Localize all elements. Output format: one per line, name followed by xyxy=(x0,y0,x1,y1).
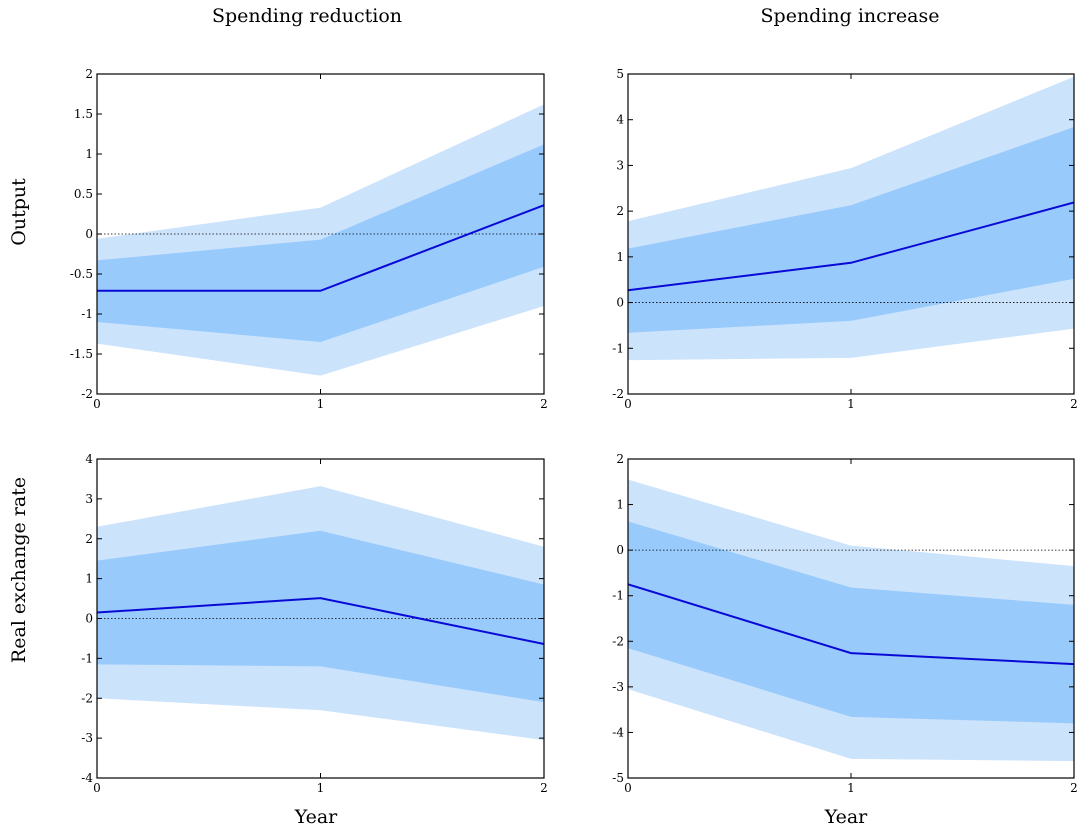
x-tick-label: 2 xyxy=(540,397,548,411)
column-title-spending-reduction: Spending reduction xyxy=(212,5,402,27)
y-tick-label: -3 xyxy=(612,680,624,694)
y-tick-label: 1 xyxy=(616,250,624,264)
y-tick-label: 0 xyxy=(616,296,624,310)
x-tick-label: 2 xyxy=(540,781,548,795)
y-tick-label: 0.5 xyxy=(74,187,93,201)
x-tick-label: 0 xyxy=(624,781,632,795)
y-tick-label: 0 xyxy=(616,543,624,557)
y-tick-label: 1 xyxy=(85,572,93,586)
y-tick-label: 2 xyxy=(616,452,624,466)
y-tick-label: -1.5 xyxy=(70,347,93,361)
x-tick-label: 0 xyxy=(93,781,101,795)
median-response-line xyxy=(627,201,1075,292)
x-tick-label: 2 xyxy=(1070,781,1077,795)
x-axis-label-right: Year xyxy=(824,806,868,828)
x-tick-label: 1 xyxy=(847,781,855,795)
median-response-line xyxy=(96,597,545,645)
y-tick-label: -0.5 xyxy=(70,267,93,281)
y-tick-label: 1 xyxy=(616,498,624,512)
inner-confidence-band xyxy=(628,127,1074,333)
y-tick-label: -2 xyxy=(81,387,93,401)
x-tick-label: 0 xyxy=(624,397,632,411)
y-tick-label: 3 xyxy=(85,492,93,506)
y-tick-label: -1 xyxy=(612,589,624,603)
y-tick-label: -1 xyxy=(612,341,624,355)
x-tick-label: 1 xyxy=(317,397,325,411)
x-tick-label: 1 xyxy=(847,397,855,411)
y-tick-label: 2 xyxy=(616,204,624,218)
inner-confidence-band xyxy=(97,144,544,342)
y-tick-label: 2 xyxy=(85,67,93,81)
inner-confidence-band xyxy=(97,530,544,703)
column-title-spending-increase: Spending increase xyxy=(761,5,940,27)
panel-output-spending-increase: -2 -1 0 1 2 3 4 5 0 1 2 xyxy=(612,67,1077,411)
y-tick-label: -4 xyxy=(612,725,624,739)
panel-output-spending-reduction: -2 -1.5 -1 -0.5 0 0.5 1 1.5 2 0 1 2 xyxy=(70,67,548,411)
y-tick-label: 4 xyxy=(616,113,624,127)
y-tick-label: -2 xyxy=(612,634,624,648)
inner-confidence-band xyxy=(628,521,1074,724)
y-tick-label: -5 xyxy=(612,771,624,785)
y-tick-label: 1 xyxy=(85,147,93,161)
row-title-real-exchange-rate: Real exchange rate xyxy=(8,477,30,663)
median-response-line xyxy=(627,583,1075,666)
y-tick-label: 1.5 xyxy=(74,107,93,121)
median-response-line xyxy=(97,204,545,292)
y-tick-label: -2 xyxy=(81,691,93,705)
y-tick-label: 0 xyxy=(85,612,93,626)
y-tick-label: 3 xyxy=(616,158,624,172)
x-axis-label-left: Year xyxy=(294,806,338,828)
y-tick-label: -3 xyxy=(81,731,93,745)
y-tick-label: 5 xyxy=(616,67,624,81)
x-tick-label: 1 xyxy=(317,781,325,795)
y-tick-label: -1 xyxy=(81,651,93,665)
y-tick-label: 0 xyxy=(85,227,93,241)
row-title-output: Output xyxy=(8,178,30,246)
y-tick-label: -1 xyxy=(81,307,93,321)
y-tick-label: -2 xyxy=(612,387,624,401)
y-tick-label: 2 xyxy=(85,532,93,546)
x-tick-label: 0 xyxy=(93,397,101,411)
panel-real-exchange-rate-spending-increase: -5 -4 -3 -2 -1 0 1 2 0 1 2 xyxy=(612,452,1077,795)
panel-real-exchange-rate-spending-reduction: -4 -3 -2 -1 0 1 2 3 4 0 1 2 xyxy=(81,452,548,795)
y-tick-label: -4 xyxy=(81,771,93,785)
x-tick-label: 2 xyxy=(1070,397,1077,411)
y-tick-label: 4 xyxy=(85,452,93,466)
